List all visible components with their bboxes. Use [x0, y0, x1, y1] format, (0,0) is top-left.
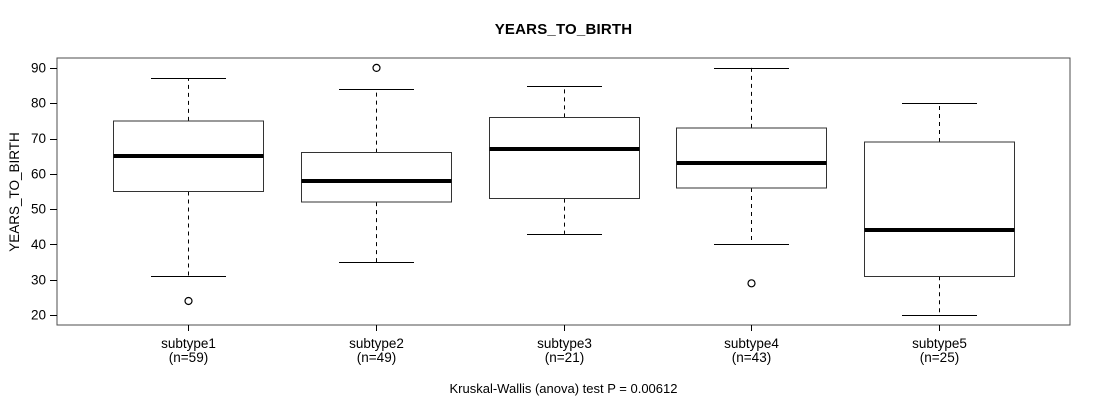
y-tick-label: 50 — [31, 202, 46, 217]
x-axis-label: subtype2 — [349, 336, 404, 351]
iqr-box — [300, 152, 453, 203]
y-tick-label: 90 — [31, 60, 46, 75]
kruskal-wallis-annotation: Kruskal-Wallis (anova) test P = 0.00612 — [449, 381, 678, 396]
y-tick-label: 20 — [31, 308, 46, 323]
y-tick-label: 30 — [31, 272, 46, 287]
plot-border — [56, 57, 1071, 326]
outlier-point — [747, 279, 756, 288]
iqr-box — [863, 141, 1016, 277]
x-axis-label: subtype4 — [724, 336, 779, 351]
x-axis-sublabel: (n=43) — [732, 350, 771, 365]
x-axis-sublabel: (n=49) — [357, 350, 396, 365]
iqr-box — [488, 116, 641, 200]
chart-title: YEARS_TO_BIRTH — [494, 21, 633, 38]
x-axis-sublabel: (n=21) — [545, 350, 584, 365]
y-tick-label: 60 — [31, 166, 46, 181]
x-axis-sublabel: (n=59) — [169, 350, 208, 365]
outlier-point — [372, 63, 381, 72]
x-axis-label: subtype5 — [912, 336, 967, 351]
x-axis-label: subtype1 — [161, 336, 216, 351]
iqr-box — [675, 127, 828, 189]
y-tick-label: 40 — [31, 237, 46, 252]
x-axis-label: subtype3 — [537, 336, 592, 351]
y-tick-label: 80 — [31, 96, 46, 111]
outlier-point — [184, 296, 193, 306]
x-axis-sublabel: (n=25) — [920, 350, 959, 365]
y-tick-label: 70 — [31, 131, 46, 146]
